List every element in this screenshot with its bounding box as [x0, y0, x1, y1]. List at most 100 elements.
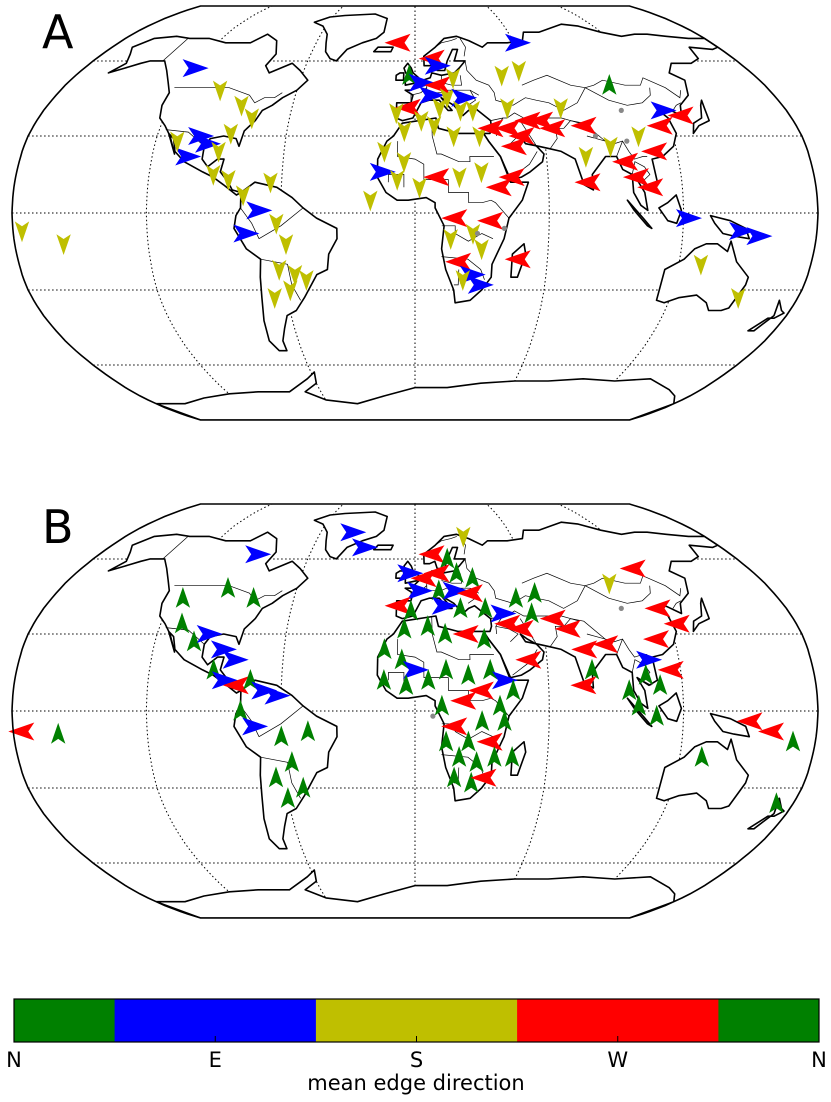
land-australia: [655, 240, 750, 312]
direction-arrow-s: [445, 68, 461, 89]
land-borneo: [658, 692, 683, 723]
direction-arrow-e: [340, 523, 367, 542]
direction-arrow-s: [212, 80, 228, 102]
direction-arrow-n: [453, 597, 468, 618]
direction-arrow-n: [508, 587, 524, 608]
direction-arrow-n: [431, 579, 446, 601]
land-new-zealand: [747, 299, 785, 332]
direction-arrow-w: [637, 178, 664, 197]
direction-arrow-s: [474, 162, 489, 184]
direction-arrow-s: [56, 234, 71, 255]
direction-arrow-n: [461, 730, 476, 752]
no-direction-dot: [618, 605, 624, 612]
direction-arrow-n: [478, 597, 493, 618]
country-border: [174, 87, 283, 104]
direction-arrow-w: [470, 768, 497, 787]
direction-arrow-w: [570, 676, 597, 695]
direction-arrow-n: [769, 792, 784, 813]
land-africa: [376, 117, 530, 304]
direction-arrow-e: [233, 224, 260, 243]
direction-arrow-s: [272, 259, 287, 281]
country-border: [616, 638, 623, 655]
direction-arrow-w: [554, 619, 581, 638]
meridian-line: [557, 504, 685, 918]
country-border: [510, 633, 519, 642]
country-border: [431, 615, 494, 661]
land-south-america: [233, 181, 338, 352]
country-border: [434, 536, 457, 546]
direction-arrow-n: [233, 699, 248, 721]
direction-arrow-w: [612, 152, 639, 171]
direction-arrow-w: [571, 640, 598, 659]
direction-arrow-e: [264, 686, 291, 705]
no-direction-dot: [624, 138, 630, 144]
direction-arrow-w: [485, 178, 512, 197]
direction-arrow-n: [246, 587, 261, 608]
direction-arrow-n: [483, 658, 498, 680]
direction-arrow-n: [449, 562, 464, 583]
country-border: [521, 572, 586, 587]
no-direction-dot: [501, 225, 507, 231]
direction-arrow-s: [278, 234, 294, 255]
direction-arrow-w: [539, 119, 566, 138]
colorbar-segment-n: [718, 999, 820, 1042]
direction-arrow-w: [508, 127, 535, 145]
direction-arrow-s: [389, 103, 404, 125]
direction-arrow-n: [477, 627, 492, 649]
direction-arrow-s: [426, 116, 442, 137]
direction-arrow-s: [170, 131, 185, 153]
colorbar-segment-n: [14, 999, 116, 1042]
land-a: [107, 13, 785, 420]
direction-arrow-s: [267, 288, 282, 309]
country-border: [258, 705, 304, 738]
direction-arrow-s: [269, 213, 284, 235]
panel-label-a: A: [42, 5, 74, 59]
land-borneo: [658, 194, 683, 225]
direction-arrow-e: [492, 671, 518, 690]
direction-arrow-n: [434, 694, 450, 716]
direction-arrow-s: [452, 167, 467, 189]
direction-arrow-n: [584, 658, 600, 680]
direction-arrow-s: [553, 98, 568, 119]
country-border: [512, 77, 682, 111]
graticule-a: [12, 6, 818, 420]
land-japan: [692, 99, 710, 135]
direction-arrow-n: [440, 547, 455, 569]
country-border: [397, 141, 510, 219]
map-panel-b: B: [8, 500, 819, 919]
meridian-line: [280, 6, 344, 420]
direction-arrow-w: [441, 209, 468, 228]
direction-arrow-w: [507, 619, 534, 638]
direction-arrow-e: [424, 56, 451, 75]
direction-arrow-n: [446, 766, 462, 788]
colorbar-tick-label: W: [607, 1048, 628, 1072]
direction-arrow-s: [603, 136, 618, 158]
direction-arrow-w: [445, 252, 472, 271]
country-border: [162, 38, 189, 62]
direction-arrow-w: [570, 116, 597, 135]
country-border: [165, 129, 205, 147]
direction-arrow-n: [175, 587, 191, 608]
direction-arrow-s: [472, 126, 487, 148]
country-border: [434, 38, 457, 48]
map-outline-b: [11, 503, 819, 919]
direction-arrow-n: [638, 663, 653, 685]
country-border: [387, 672, 405, 686]
direction-arrow-e: [636, 650, 663, 669]
colorbar-segment-e: [114, 999, 317, 1042]
direction-arrow-n: [437, 622, 453, 644]
country-border: [672, 102, 681, 111]
direction-arrow-n: [465, 567, 480, 588]
colorbar-tick-label: N: [6, 1048, 22, 1072]
direction-arrow-e: [403, 660, 429, 679]
direction-arrow-n: [497, 710, 512, 731]
direction-arrow-e: [251, 681, 278, 700]
direction-arrow-n: [469, 751, 484, 772]
direction-arrow-w: [667, 106, 694, 125]
direction-arrow-s: [453, 100, 468, 122]
direction-arrow-s: [14, 221, 30, 243]
country-border: [260, 756, 301, 799]
direction-arrow-s: [446, 126, 461, 148]
direction-arrow-n: [524, 602, 539, 624]
